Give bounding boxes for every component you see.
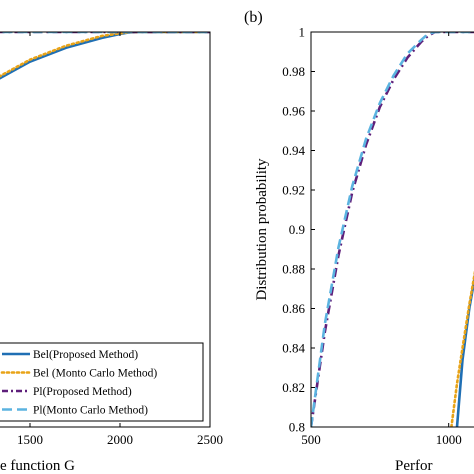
- panel-a-x-tick-label-1: 2000: [107, 432, 133, 447]
- panel-a-series: [0, 32, 210, 80]
- panel-b-y-tick-label-5: 0.9: [289, 222, 305, 237]
- legend-box: [0, 342, 204, 422]
- panel-b-x-axis-label: Perfor: [395, 458, 433, 474]
- panel-b-x-tick-label-1: 1000: [436, 432, 462, 447]
- legend-label-1: Bel (Monto Carlo Method): [33, 368, 157, 380]
- panel-a-series-line-0: [0, 32, 210, 80]
- panel-a: 1500 2000 2500 e function G Bel(Proposed Met…: [0, 31, 223, 474]
- panel-b-y-tick-label-7: 0.94: [282, 143, 305, 158]
- panel-b-y-tick-label-2: 0.84: [282, 341, 305, 356]
- panel-b-y-tick-label-3: 0.86: [282, 301, 305, 316]
- panel-b-y-tick-label-9: 0.98: [282, 64, 305, 79]
- panel-b-y-tick-label-1: 0.82: [282, 380, 305, 395]
- legend-label-0: Bel(Proposed Method): [33, 349, 138, 361]
- panel-b-y-tick-label-4: 0.88: [282, 262, 305, 277]
- panel-b-axes-frame: [310, 31, 474, 428]
- panel-a-axes-frame: [0, 31, 211, 428]
- panel-b-series-line-3: [450, 270, 474, 427]
- panel-b-y-tick-label-6: 0.92: [282, 183, 305, 198]
- panel-b-x-tick-label-0: 500: [301, 432, 321, 447]
- panel-a-series-line-1: [0, 32, 210, 78]
- panel-b-tag: (b): [244, 9, 263, 26]
- panel-b-series-line-2: [455, 274, 474, 427]
- panel-b-series: [311, 32, 474, 427]
- panel-b-y-tick-label-10: 1: [299, 25, 306, 40]
- legend-label-3: Pl(Monto Carlo Method): [33, 405, 148, 417]
- legend: Bel(Proposed Method) Bel (Monto Carlo Met…: [0, 342, 204, 422]
- panel-a-x-tick-label-2: 2500: [197, 432, 223, 447]
- panel-a-x-tick-label-0: 1500: [17, 432, 43, 447]
- panel-b-series-line-0: [311, 32, 474, 427]
- panel-b-y-tick-label-8: 0.96: [282, 104, 305, 119]
- panel-b-y-axis-label: Distribution probability: [254, 158, 270, 301]
- legend-label-2: Pl(Proposed Method): [33, 386, 132, 398]
- panel-b: 500 1000 0.8 0.82 0.84 0.86 0.88 0.9 0.92 0.94 0.9…: [244, 9, 474, 474]
- panel-b-series-line-1: [311, 32, 474, 427]
- panel-b-y-tick-label-0: 0.8: [289, 420, 305, 435]
- panel-a-x-axis-label: e function G: [0, 458, 75, 474]
